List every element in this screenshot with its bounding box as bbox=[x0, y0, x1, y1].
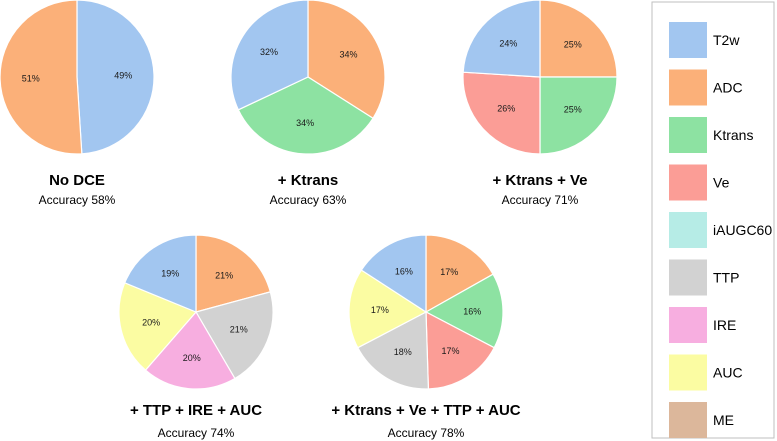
pie-slice-ktrans bbox=[237, 76, 374, 155]
pie-slice-ttp bbox=[195, 291, 274, 380]
pie-slice-ve bbox=[462, 71, 541, 155]
legend-label-ve: Ve bbox=[713, 175, 730, 191]
slice-percent-label: 24% bbox=[499, 38, 517, 48]
pie-title: + TTP + IRE + AUC bbox=[130, 402, 262, 419]
slice-percent-label: 20% bbox=[183, 353, 201, 363]
pie-chart-1: 49% 51% No DCE Accuracy 58% bbox=[0, 0, 155, 207]
pie-slice-ktrans bbox=[539, 76, 618, 155]
pie-title: + Ktrans + Ve bbox=[492, 172, 587, 189]
pie-title: + Ktrans + Ve + TTP + AUC bbox=[331, 402, 520, 419]
slice-percent-label: 21% bbox=[230, 325, 248, 335]
legend-swatch-auc bbox=[669, 354, 707, 391]
legend-swatch-ve bbox=[669, 164, 707, 201]
pie-slice-adc bbox=[195, 234, 272, 313]
slice-percent-label: 51% bbox=[22, 74, 40, 84]
legend-label-auc: AUC bbox=[713, 365, 743, 381]
legend-label-me: ME bbox=[713, 412, 734, 428]
pie-slice-adc bbox=[539, 0, 618, 78]
slice-percent-label: 25% bbox=[564, 105, 582, 115]
pie-slice-ve bbox=[425, 310, 496, 390]
pie-slice-ktrans bbox=[424, 273, 504, 349]
slice-percent-label: 18% bbox=[394, 347, 412, 357]
pie-slice-t2w bbox=[76, 0, 155, 155]
pie-slice-adc bbox=[0, 0, 83, 155]
pie-charts: 49% 51% No DCE Accuracy 58% 34% 34% 32% + Ktran… bbox=[0, 0, 618, 440]
legend-swatch-adc bbox=[669, 69, 707, 106]
accuracy-label: Accuracy 58% bbox=[39, 193, 116, 207]
legend-swatch-ktrans bbox=[669, 117, 707, 153]
slice-percent-label: 49% bbox=[114, 71, 132, 81]
slice-percent-label: 17% bbox=[441, 346, 459, 356]
pie-slice-t2w bbox=[230, 0, 309, 111]
legend-swatch-ttp bbox=[669, 259, 707, 296]
pie-slice-adc bbox=[425, 234, 494, 314]
pie-chart-2: 34% 34% 32% + Ktrans Accuracy 63% bbox=[230, 0, 386, 207]
legend: T2w ADC Ktrans Ve iAUGC60 TTP IRE AUC ME bbox=[651, 1, 775, 439]
slice-percent-label: 19% bbox=[161, 269, 179, 279]
slice-percent-label: 16% bbox=[395, 266, 413, 276]
slice-percent-label: 26% bbox=[497, 104, 515, 114]
pie-slice-t2w bbox=[462, 0, 541, 78]
accuracy-label: Accuracy 78% bbox=[388, 426, 465, 440]
slice-percent-label: 34% bbox=[296, 118, 314, 128]
pie-chart-4: 21% 21% 20% 20% 19% + TTP + IRE + AUC Accuracy… bbox=[118, 234, 274, 440]
accuracy-label: Accuracy 74% bbox=[158, 426, 235, 440]
pie-chart-3: 25% 25% 26% 24% + Ktrans + Ve Accuracy 71% bbox=[462, 0, 618, 207]
pie-slice-t2w bbox=[360, 234, 427, 314]
legend-label-ttp: TTP bbox=[713, 270, 739, 286]
slice-percent-label: 17% bbox=[440, 267, 458, 277]
legend-swatch-me bbox=[669, 402, 707, 438]
slice-percent-label: 16% bbox=[463, 306, 481, 316]
legend-label-iaugc60: iAUGC60 bbox=[713, 222, 772, 238]
accuracy-label: Accuracy 63% bbox=[270, 193, 347, 207]
slice-percent-label: 25% bbox=[564, 39, 582, 49]
legend-swatch-iaugc60 bbox=[669, 212, 707, 248]
pie-slice-t2w bbox=[123, 234, 197, 313]
slice-percent-label: 21% bbox=[215, 270, 233, 280]
slice-percent-label: 34% bbox=[339, 50, 357, 60]
pie-title: + Ktrans bbox=[278, 172, 338, 189]
accuracy-label: Accuracy 71% bbox=[502, 193, 579, 207]
legend-swatch-t2w bbox=[669, 22, 707, 58]
slice-percent-label: 17% bbox=[371, 305, 389, 315]
pie-chart-5: 17% 16% 17% 18% 17% 16% + Ktrans + Ve + TTP + … bbox=[331, 234, 521, 440]
slice-percent-label: 32% bbox=[260, 47, 278, 57]
pie-title: No DCE bbox=[49, 172, 105, 189]
legend-label-ktrans: Ktrans bbox=[713, 127, 753, 143]
slice-percent-label: 20% bbox=[142, 318, 160, 328]
legend-swatch-ire bbox=[669, 307, 707, 343]
pie-slice-ttp bbox=[356, 311, 430, 390]
pie-slice-ire bbox=[144, 310, 236, 390]
pie-slice-auc bbox=[348, 269, 428, 349]
legend-label-adc: ADC bbox=[713, 80, 743, 96]
legend-label-t2w: T2w bbox=[713, 32, 740, 48]
legend-label-ire: IRE bbox=[713, 317, 736, 333]
